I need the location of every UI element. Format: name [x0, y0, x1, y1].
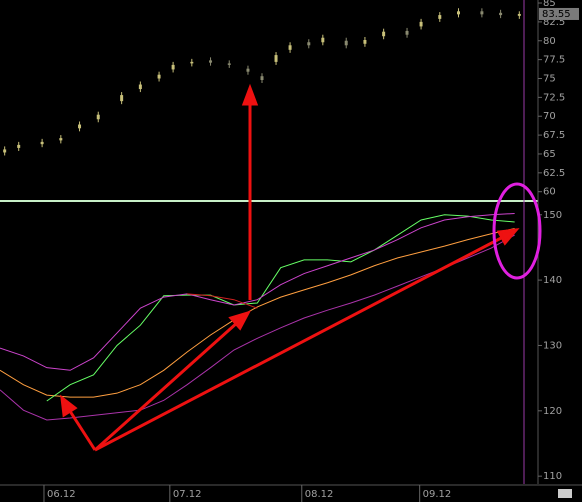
candle-body — [190, 61, 194, 64]
y-tick-label: 85 — [543, 0, 556, 9]
y-tick-label: 120 — [543, 406, 562, 417]
arrow-head — [241, 83, 259, 106]
icon — [558, 489, 572, 498]
candle-body — [405, 30, 409, 35]
candle-body — [3, 149, 7, 153]
candle-body — [40, 141, 44, 145]
y-tick-label: 75 — [543, 73, 556, 84]
y-tick-label: 77.5 — [543, 55, 565, 66]
candle-body — [209, 60, 213, 63]
candle-body — [499, 12, 503, 16]
highlight-ellipse — [492, 182, 542, 280]
y-tick-label: 65 — [543, 149, 556, 160]
arrow — [66, 407, 97, 451]
last-price-box — [539, 7, 579, 20]
x-tick-label: 06.12 — [47, 489, 76, 500]
x-tick-label: 09.12 — [423, 489, 452, 500]
candle-body — [382, 31, 386, 37]
candle-body — [457, 11, 460, 15]
indicator-line — [0, 212, 515, 371]
candle-body — [419, 21, 423, 27]
candle-body — [227, 63, 231, 65]
indicator-line — [0, 234, 515, 421]
candle-body — [480, 11, 484, 15]
candle-body — [260, 76, 264, 80]
indicator-line — [46, 214, 515, 402]
y-tick-label: 110 — [543, 471, 562, 482]
y-tick-label: 67.5 — [543, 130, 565, 141]
candle-body — [157, 74, 161, 79]
candle-body — [344, 40, 348, 46]
candle-body — [307, 42, 311, 46]
x-tick-label: 08.12 — [305, 489, 334, 500]
y-tick-label: 130 — [543, 340, 562, 351]
candle-body — [321, 37, 325, 43]
annotations — [60, 83, 520, 452]
candle-body — [274, 55, 278, 62]
arrow-head — [228, 310, 252, 331]
candle-body — [59, 138, 63, 141]
y-tick-label: 62.5 — [543, 168, 565, 179]
y-tick-label: 70 — [543, 111, 556, 122]
x-tick-label: 07.12 — [173, 489, 202, 500]
arrow — [93, 320, 240, 452]
y-tick-label: 72.5 — [543, 92, 565, 103]
candle-body — [171, 64, 175, 70]
y-tick-label: 150 — [543, 210, 562, 221]
y-tick-label: 60 — [543, 187, 556, 198]
candle-body — [438, 15, 442, 19]
candle-body — [96, 114, 100, 120]
indicator-line — [0, 227, 515, 398]
y-tick-label: 80 — [543, 36, 556, 47]
candle-body — [517, 13, 521, 16]
arrow-head — [496, 228, 520, 246]
candle-body — [78, 124, 82, 129]
y-tick-label: 140 — [543, 275, 562, 286]
indicator-line — [187, 293, 258, 309]
candle-body — [363, 40, 367, 44]
candle-body — [17, 144, 21, 148]
arrow-head — [60, 394, 78, 418]
candle-body — [138, 84, 142, 90]
arrow — [94, 234, 506, 452]
candle-body — [288, 45, 292, 50]
y-tick-label: 82.5 — [543, 17, 565, 28]
candle-body — [120, 95, 124, 102]
candle-body — [246, 68, 250, 72]
last-price-label: 83.55 — [542, 9, 571, 20]
